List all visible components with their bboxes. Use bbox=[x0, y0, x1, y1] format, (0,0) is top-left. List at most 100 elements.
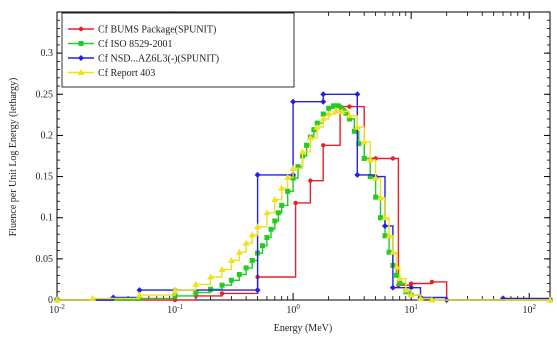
y-tick-label: 0 bbox=[48, 295, 53, 306]
data-point bbox=[207, 273, 215, 280]
data-point bbox=[320, 111, 326, 117]
legend-box bbox=[61, 12, 295, 88]
data-point bbox=[377, 194, 385, 201]
data-point bbox=[284, 173, 292, 180]
data-point bbox=[271, 196, 279, 203]
legend-swatch-marker bbox=[78, 41, 84, 46]
data-point bbox=[248, 231, 256, 238]
data-point bbox=[347, 104, 352, 109]
data-point bbox=[382, 233, 388, 239]
data-point bbox=[314, 120, 320, 126]
data-point bbox=[208, 286, 214, 292]
legend-entry-label: Cf BUMS Package(SPUNIT) bbox=[98, 25, 216, 36]
data-point bbox=[392, 263, 400, 270]
data-point bbox=[372, 174, 380, 181]
data-point bbox=[343, 110, 349, 116]
legend-swatch-marker bbox=[78, 55, 84, 61]
data-point bbox=[172, 293, 178, 299]
series-3 bbox=[53, 107, 554, 303]
data-point bbox=[390, 156, 396, 161]
x-tick-label: 101 bbox=[404, 303, 418, 316]
legend-swatch-marker bbox=[78, 26, 84, 32]
data-point bbox=[278, 184, 286, 191]
data-point bbox=[254, 171, 261, 178]
data-point bbox=[290, 175, 296, 181]
data-point bbox=[354, 171, 361, 178]
y-tick-label: 0.15 bbox=[36, 172, 54, 183]
data-point bbox=[235, 248, 243, 255]
data-point bbox=[417, 294, 425, 301]
data-point bbox=[227, 257, 235, 264]
y-tick-label: 0.1 bbox=[41, 213, 54, 224]
data-point bbox=[313, 123, 321, 130]
data-point bbox=[345, 112, 353, 119]
data-point bbox=[298, 148, 306, 155]
data-point bbox=[389, 248, 397, 255]
legend-swatch-marker bbox=[77, 69, 85, 75]
data-point bbox=[360, 138, 368, 145]
data-point bbox=[249, 258, 255, 264]
data-point bbox=[366, 156, 374, 163]
y-axis-label: Fluence per Unit Log Energy (lethargy) bbox=[8, 78, 19, 237]
data-point bbox=[346, 116, 352, 122]
data-point bbox=[219, 291, 225, 296]
data-point bbox=[218, 266, 226, 273]
data-point bbox=[356, 141, 362, 147]
data-point bbox=[407, 291, 415, 298]
data-point bbox=[338, 108, 346, 115]
data-point bbox=[136, 291, 144, 298]
y-tick-label: 0.3 bbox=[41, 48, 54, 59]
data-point bbox=[89, 294, 97, 301]
data-point bbox=[546, 296, 554, 303]
data-point bbox=[354, 91, 361, 98]
series-layer bbox=[53, 91, 554, 303]
data-point bbox=[351, 128, 357, 134]
data-point bbox=[428, 296, 436, 303]
x-tick-label: 10-1 bbox=[167, 303, 183, 316]
data-point bbox=[236, 271, 242, 277]
data-point bbox=[53, 296, 61, 303]
legend-entry-label: Cf NSD...AZ6L3(-)(SPUNIT) bbox=[98, 54, 219, 65]
data-point bbox=[259, 243, 265, 249]
ticks-layer: 0 0.05 0.1 0.15 0.2 0.25 0.3 10-2 10-1 100 101 102 bbox=[36, 12, 550, 316]
data-point bbox=[268, 226, 274, 232]
data-point bbox=[367, 174, 373, 180]
y-tick-label: 0.25 bbox=[36, 89, 54, 100]
data-point bbox=[320, 98, 327, 105]
data-point bbox=[290, 98, 297, 105]
data-point bbox=[378, 215, 384, 221]
data-point bbox=[192, 280, 200, 287]
data-point bbox=[219, 282, 225, 288]
data-point bbox=[320, 91, 327, 98]
data-point bbox=[332, 107, 340, 114]
data-point bbox=[325, 110, 333, 117]
y-tick-label: 0.05 bbox=[36, 254, 54, 265]
data-point bbox=[385, 232, 393, 239]
data-point bbox=[408, 284, 415, 291]
data-point bbox=[263, 209, 271, 216]
data-point bbox=[228, 277, 234, 283]
legend: Cf BUMS Package(SPUNIT) Cf ISO 8529-2001 C… bbox=[61, 12, 295, 88]
legend-entry-label: Cf ISO 8529-2001 bbox=[98, 39, 172, 50]
data-point bbox=[408, 281, 414, 286]
data-point bbox=[304, 142, 310, 148]
data-point bbox=[321, 143, 326, 148]
data-point bbox=[402, 286, 410, 293]
data-point bbox=[353, 123, 361, 130]
data-point bbox=[393, 272, 399, 278]
data-point bbox=[361, 155, 367, 161]
data-point bbox=[171, 286, 179, 293]
data-point bbox=[136, 287, 143, 294]
data-point bbox=[373, 194, 379, 200]
data-point bbox=[381, 222, 388, 229]
data-point bbox=[275, 210, 281, 216]
data-point bbox=[331, 103, 337, 109]
data-point bbox=[335, 103, 341, 109]
data-point bbox=[389, 284, 396, 291]
data-point bbox=[272, 218, 278, 224]
data-point bbox=[242, 239, 250, 246]
data-point bbox=[319, 115, 327, 122]
data-point bbox=[381, 214, 389, 221]
